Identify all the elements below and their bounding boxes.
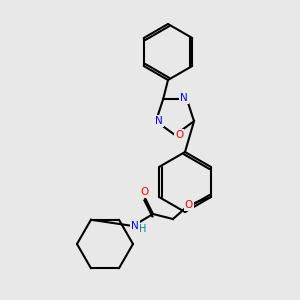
Text: O: O (175, 130, 183, 140)
Text: O: O (141, 187, 149, 197)
Text: N: N (180, 93, 188, 103)
Text: H: H (139, 224, 147, 234)
Text: N: N (131, 221, 139, 231)
Text: N: N (155, 116, 163, 126)
Text: O: O (185, 200, 193, 210)
